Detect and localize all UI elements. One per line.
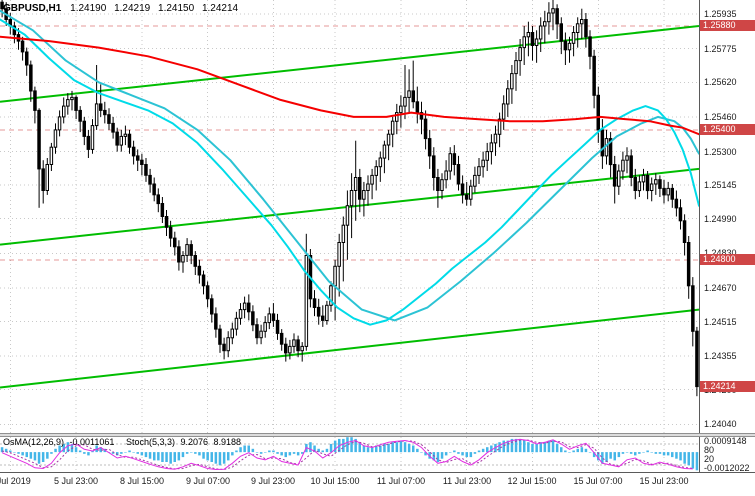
price-chart-canvas[interactable]	[0, 0, 699, 433]
time-tick-label: 15 Jul 23:00	[639, 476, 689, 486]
current-price-tag: 1.24214	[700, 381, 755, 392]
stoch-d-value: 8.9188	[213, 437, 242, 447]
panel-splitter[interactable]	[0, 433, 755, 437]
osma-label: OsMA(12,26,9)	[3, 437, 65, 447]
time-tick-label: 5 Jul 23:00	[53, 476, 99, 486]
price-marker-tag: 1.25880	[700, 20, 755, 31]
indicator-canvas[interactable]	[0, 437, 699, 472]
price-tick-label: 1.25145	[704, 180, 737, 190]
indicator-min-label: -0.0012022	[704, 463, 750, 473]
symbol-period-label: GBPUSD,H1	[3, 3, 62, 14]
price-marker-tag: 1.24800	[700, 254, 755, 265]
price-tick-label: 1.24515	[704, 317, 737, 327]
indicator-axis[interactable]: 0.0009148 80 20 -0.0012022	[700, 436, 755, 473]
price-tick-label: 1.25935	[704, 9, 737, 19]
time-tick-label: 12 Jul 15:00	[507, 476, 557, 486]
price-tick-label: 1.25775	[704, 44, 737, 54]
time-tick-label: 15 Jul 07:00	[573, 476, 623, 486]
indicator-max-label: 0.0009148	[704, 436, 747, 446]
stoch-label: Stoch(5,3,3)	[125, 437, 175, 447]
time-tick-label: 5 Jul 2019	[0, 476, 31, 486]
indicator-level-label: 20	[704, 454, 715, 464]
price-marker-tag: 1.25400	[700, 124, 755, 135]
indicator-level-label: 80	[704, 445, 715, 455]
time-tick-label: 11 Jul 23:00	[442, 476, 492, 486]
indicator-label-row: OsMA(12,26,9) -0.0011061 Stoch(5,3,3) 9.…	[3, 437, 244, 447]
stoch-signal-line	[1, 439, 693, 471]
main-price-panel: GBPUSD,H1 1.24190 1.24219 1.24150 1.2421…	[0, 0, 699, 433]
stoch-main-line	[1, 438, 693, 471]
price-tick-label: 1.25460	[704, 112, 737, 122]
time-tick-label: 11 Jul 07:00	[376, 476, 426, 486]
osma-histogram	[0, 437, 699, 471]
low-value: 1.24150	[158, 3, 195, 14]
price-tick-label: 1.24040	[704, 419, 737, 429]
grid-lines	[0, 0, 699, 433]
open-value: 1.24190	[70, 3, 107, 14]
osma-value: -0.0011061	[69, 437, 115, 447]
ohlc-header: GBPUSD,H1 1.24190 1.24219 1.24150 1.2421…	[3, 3, 243, 14]
time-axis[interactable]: 5 Jul 2019 5 Jul 23:00 8 Jul 15:00 9 Jul 07…	[0, 473, 755, 496]
high-value: 1.24219	[114, 3, 151, 14]
time-tick-label: 9 Jul 07:00	[185, 476, 231, 486]
price-tick-label: 1.24990	[704, 214, 737, 224]
time-axis-line	[0, 472, 755, 473]
time-tick-label: 10 Jul 15:00	[310, 476, 360, 486]
price-tick-label: 1.24670	[704, 283, 737, 293]
indicator-panel: OsMA(12,26,9) -0.0011061 Stoch(5,3,3) 9.…	[0, 437, 699, 472]
time-tick-label: 8 Jul 15:00	[119, 476, 165, 486]
stoch-k-value: 9.2076	[180, 437, 209, 447]
time-tick-label: 9 Jul 23:00	[250, 476, 296, 486]
cyan-fast-ma-line	[0, 18, 699, 326]
red-ma-line	[0, 35, 699, 136]
price-tick-label: 1.25300	[704, 147, 737, 157]
close-value: 1.24214	[201, 3, 239, 14]
candles-group	[0, 0, 699, 397]
price-tick-label: 1.25620	[704, 77, 737, 87]
price-axis[interactable]: 1.25935 1.25775 1.25620 1.25460 1.25300 1.251…	[700, 0, 755, 433]
axis-separator-line	[699, 0, 700, 472]
cyan-slow-ma-line	[0, 9, 699, 322]
price-tick-label: 1.24830	[704, 248, 737, 258]
price-tick-label: 1.24355	[704, 351, 737, 361]
